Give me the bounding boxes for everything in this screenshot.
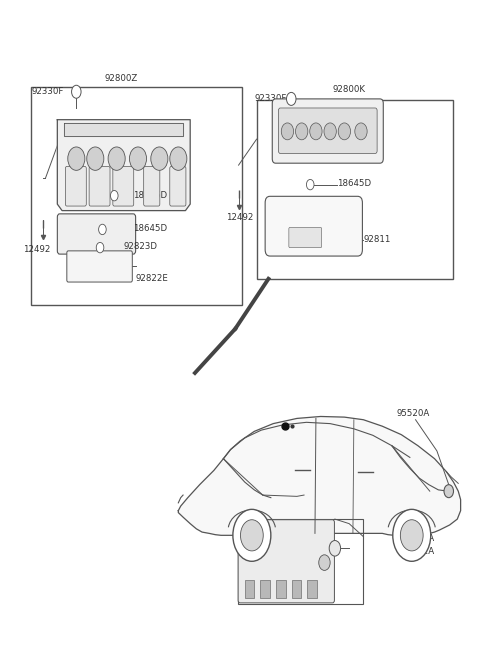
- FancyBboxPatch shape: [238, 519, 335, 603]
- Text: 92892A: 92892A: [401, 547, 434, 556]
- Text: 18645D: 18645D: [337, 179, 372, 188]
- Text: 92800K: 92800K: [333, 84, 365, 94]
- Bar: [261, 580, 270, 598]
- Circle shape: [108, 147, 125, 170]
- Text: 18645D: 18645D: [133, 191, 168, 200]
- Circle shape: [393, 510, 431, 561]
- Bar: [245, 580, 254, 598]
- Bar: [292, 580, 301, 598]
- Text: 12492: 12492: [23, 245, 50, 254]
- Circle shape: [338, 123, 350, 140]
- FancyBboxPatch shape: [278, 108, 377, 153]
- Text: 92330F: 92330F: [254, 94, 287, 103]
- Circle shape: [87, 147, 104, 170]
- Circle shape: [233, 510, 271, 561]
- Circle shape: [310, 123, 322, 140]
- Circle shape: [355, 123, 367, 140]
- Circle shape: [329, 540, 341, 556]
- Circle shape: [96, 242, 104, 253]
- FancyBboxPatch shape: [265, 196, 362, 256]
- Text: 92800Z: 92800Z: [105, 73, 138, 83]
- Circle shape: [130, 147, 146, 170]
- Text: 92891A: 92891A: [401, 534, 434, 543]
- Circle shape: [306, 179, 314, 190]
- FancyBboxPatch shape: [144, 166, 160, 206]
- Bar: [31, 87, 242, 305]
- FancyBboxPatch shape: [65, 166, 86, 206]
- FancyBboxPatch shape: [67, 251, 132, 282]
- Text: 92811: 92811: [363, 235, 391, 244]
- Text: 92823D: 92823D: [124, 242, 158, 252]
- Text: 95520A: 95520A: [396, 409, 430, 418]
- Text: 92822E: 92822E: [136, 274, 168, 284]
- Circle shape: [110, 191, 118, 201]
- Text: 12492: 12492: [226, 213, 253, 221]
- FancyBboxPatch shape: [113, 166, 134, 206]
- Polygon shape: [64, 123, 183, 136]
- Bar: [257, 100, 454, 279]
- Circle shape: [170, 147, 187, 170]
- Circle shape: [281, 123, 294, 140]
- FancyBboxPatch shape: [57, 214, 136, 254]
- Text: 18645D: 18645D: [133, 224, 168, 233]
- Polygon shape: [57, 120, 190, 211]
- Circle shape: [151, 147, 168, 170]
- Circle shape: [68, 147, 85, 170]
- Bar: [307, 580, 317, 598]
- Circle shape: [72, 85, 81, 98]
- Circle shape: [240, 519, 263, 551]
- FancyBboxPatch shape: [289, 227, 322, 248]
- Text: 92330F: 92330F: [31, 87, 64, 96]
- Bar: [276, 580, 286, 598]
- Circle shape: [319, 555, 330, 571]
- Circle shape: [400, 519, 423, 551]
- Circle shape: [98, 224, 106, 234]
- FancyBboxPatch shape: [272, 99, 384, 163]
- Circle shape: [444, 485, 454, 498]
- FancyBboxPatch shape: [170, 166, 186, 206]
- Circle shape: [324, 123, 336, 140]
- Circle shape: [287, 92, 296, 105]
- Polygon shape: [179, 417, 461, 535]
- FancyBboxPatch shape: [89, 166, 110, 206]
- Circle shape: [296, 123, 308, 140]
- Bar: [238, 519, 363, 603]
